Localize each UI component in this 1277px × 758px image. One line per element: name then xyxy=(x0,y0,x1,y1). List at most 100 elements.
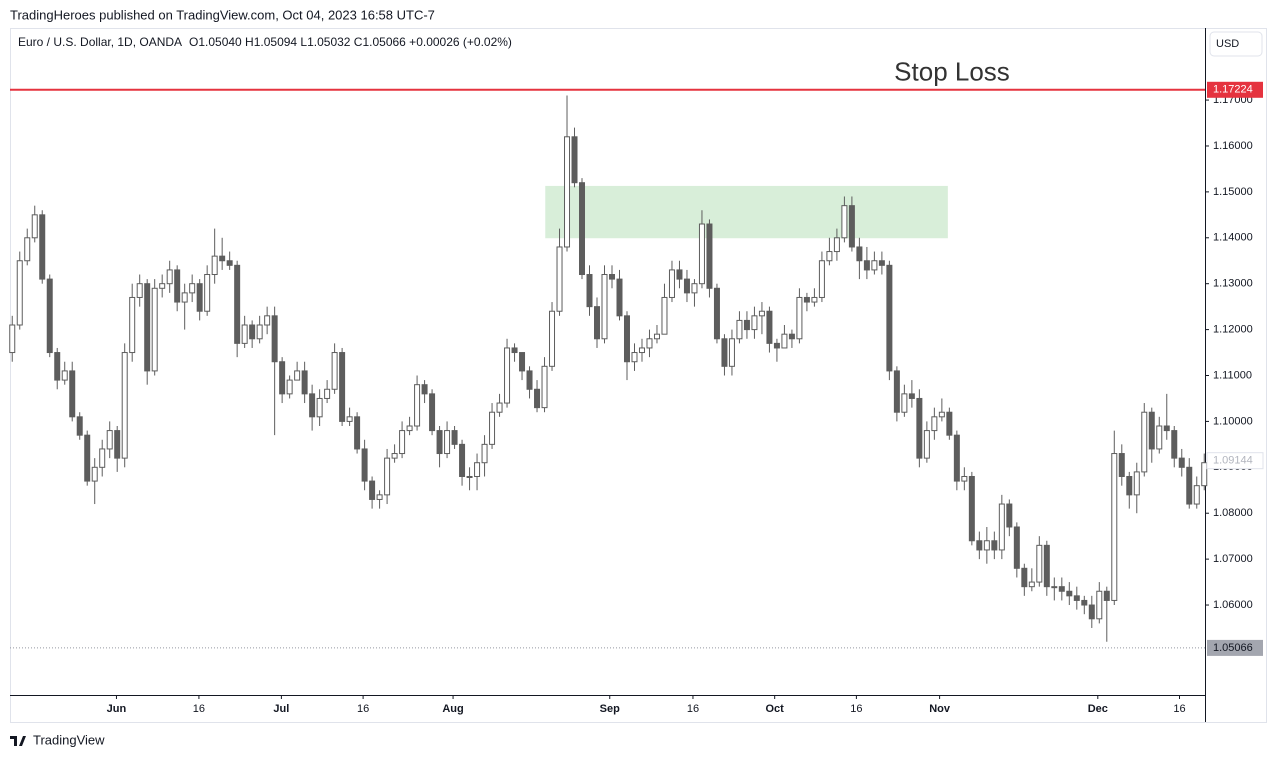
candle-body xyxy=(743,319,750,331)
candle-body xyxy=(226,260,233,266)
x-tick-label: Oct xyxy=(766,703,785,715)
candle-body xyxy=(1043,544,1050,588)
y-tick-label: 1.13000 xyxy=(1213,278,1253,290)
candle-body xyxy=(39,214,46,280)
candle-body xyxy=(631,352,638,363)
candle-body xyxy=(773,342,780,349)
candle-body xyxy=(346,416,353,422)
candle-body xyxy=(1028,581,1035,588)
close-badge-label: 1.05066 xyxy=(1213,642,1253,654)
candle-body xyxy=(294,370,301,381)
candle-body xyxy=(459,443,466,477)
candle-body xyxy=(646,338,653,349)
candle-body xyxy=(878,260,885,266)
candle-body xyxy=(818,260,825,298)
x-tick-label: 16 xyxy=(687,703,699,715)
candle-body xyxy=(196,283,203,312)
candle-body xyxy=(796,296,803,340)
x-tick-label: Aug xyxy=(442,703,463,715)
candle-body xyxy=(616,278,623,317)
currency-button[interactable] xyxy=(1209,31,1263,57)
candle-body xyxy=(84,434,91,482)
candle-body xyxy=(856,246,863,262)
candle-body xyxy=(766,310,773,344)
candle-body xyxy=(863,260,870,271)
candle-body xyxy=(1051,586,1058,589)
y-tick-label: 1.11000 xyxy=(1213,369,1252,381)
candle-body xyxy=(271,315,278,363)
candle-body xyxy=(564,136,571,248)
logo-icon xyxy=(10,736,26,746)
candle-body xyxy=(474,462,481,477)
candle-body xyxy=(151,287,158,372)
candle-body xyxy=(406,425,413,432)
candle-body xyxy=(189,283,196,294)
candle-body xyxy=(399,430,406,455)
candle-body xyxy=(91,466,98,482)
chart-frame xyxy=(10,28,1267,723)
candle-body xyxy=(204,274,211,312)
candle-body xyxy=(549,310,556,367)
candle-body xyxy=(519,352,526,372)
candle-body xyxy=(556,246,563,312)
x-tick-label: Sep xyxy=(600,703,620,715)
candle-body xyxy=(976,540,983,551)
candle-body xyxy=(534,388,541,409)
candle-body xyxy=(908,393,915,399)
x-tick-label: 16 xyxy=(850,703,862,715)
candle-body xyxy=(331,352,338,390)
candle-body xyxy=(1036,544,1043,583)
candle-body xyxy=(384,457,391,496)
x-tick-label: 16 xyxy=(357,703,369,715)
candle-body xyxy=(136,283,143,298)
candle-body xyxy=(931,416,938,432)
candle-body xyxy=(1111,453,1118,601)
candle-body xyxy=(991,540,998,551)
candle-body xyxy=(1186,466,1193,505)
candle-body xyxy=(886,264,893,372)
candle-body xyxy=(661,296,668,335)
candle-body xyxy=(436,430,443,455)
candle-body xyxy=(61,370,68,381)
candle-body xyxy=(451,430,458,445)
candle-body xyxy=(324,388,331,399)
x-tick-label: Dec xyxy=(1088,703,1108,715)
candle-body xyxy=(1193,485,1200,505)
candle-body xyxy=(76,416,83,436)
candle-body xyxy=(129,296,136,354)
candle-body xyxy=(676,269,683,280)
y-tick-label: 1.16000 xyxy=(1213,140,1253,152)
candle-body xyxy=(1178,457,1185,468)
candle-body xyxy=(1013,526,1020,569)
candle-body xyxy=(106,430,113,450)
candle-body xyxy=(601,274,608,340)
candle-body xyxy=(301,370,308,395)
supply-zone xyxy=(545,185,948,239)
candle-body xyxy=(706,223,713,289)
y-tick-label: 1.10000 xyxy=(1213,415,1253,427)
candle-body xyxy=(736,319,743,340)
y-tick-label: 1.06000 xyxy=(1213,599,1253,611)
candle-body xyxy=(1073,595,1080,601)
close-badge xyxy=(1207,639,1263,656)
candle-body xyxy=(871,260,878,271)
candle-body xyxy=(623,315,630,363)
candle-body xyxy=(316,397,323,418)
candle-body xyxy=(241,324,248,344)
candle-body xyxy=(653,333,660,340)
candle-body xyxy=(16,260,23,326)
footer-brand: TradingView xyxy=(33,732,105,747)
candle-body xyxy=(751,315,758,331)
candle-body xyxy=(504,347,511,404)
candle-body xyxy=(901,393,908,413)
candle-body xyxy=(481,443,488,464)
candle-body xyxy=(421,384,428,395)
candle-body xyxy=(339,352,346,422)
candle-body xyxy=(309,393,316,418)
x-tick-label: 16 xyxy=(193,703,205,715)
y-tick-label: 1.15000 xyxy=(1213,186,1253,198)
candle-body xyxy=(683,278,690,294)
ohlc-legend: O1.05040 H1.05094 L1.05032 C1.05066 +0.0… xyxy=(189,35,512,49)
candle-body xyxy=(721,338,728,367)
candle-body xyxy=(983,540,990,551)
